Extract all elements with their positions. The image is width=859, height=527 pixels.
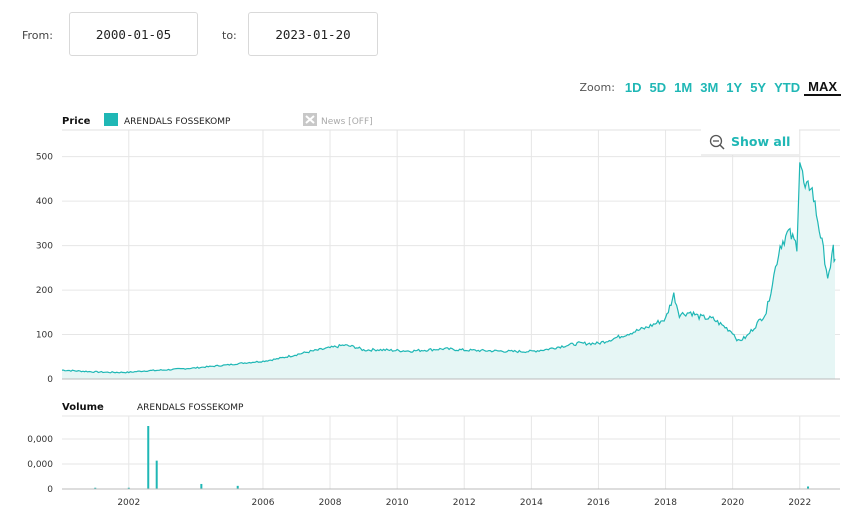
zoom-label: Zoom: xyxy=(579,81,615,94)
from-date-input[interactable]: 2000-01-05 xyxy=(69,12,198,56)
price-grid xyxy=(62,130,840,379)
zoom-5y-button[interactable]: 5Y xyxy=(750,80,767,95)
price-ytick-300: 300 xyxy=(36,242,53,252)
volume-bar-2 xyxy=(147,426,150,489)
from-label: From: xyxy=(22,29,53,42)
price-title: Price xyxy=(62,116,91,127)
xtick-2016: 2016 xyxy=(587,498,610,508)
volume-bar-4 xyxy=(200,483,203,489)
xtick-2010: 2010 xyxy=(386,498,409,508)
volume-ytick-2: 0,000 xyxy=(27,435,53,445)
x-axis: 2002 2006 2008 2010 2012 2014 2016 2018 2020 2022 xyxy=(117,498,811,508)
zoom-1y-button[interactable]: 1Y xyxy=(726,80,743,95)
news-toggle-label: News [OFF] xyxy=(321,117,373,127)
price-area-fill xyxy=(62,162,835,379)
xtick-2008: 2008 xyxy=(319,498,342,508)
volume-bar-3 xyxy=(155,460,158,489)
show-all-bg xyxy=(701,129,799,155)
volume-bar-1 xyxy=(127,487,130,489)
price-ytick-400: 400 xyxy=(36,197,53,207)
price-ytick-100: 100 xyxy=(36,331,53,341)
volume-ytick-1: 0,000 xyxy=(27,460,53,470)
xtick-2012: 2012 xyxy=(453,498,476,508)
zoom-max-button[interactable]: MAX xyxy=(804,79,841,96)
volume-bar-5 xyxy=(236,485,239,489)
volume-bars xyxy=(94,426,810,489)
close-icon xyxy=(305,115,315,124)
volume-bar-6 xyxy=(807,486,810,489)
zoom-bar: Zoom: 1D 5D 1M 3M 1Y 5Y YTD MAX xyxy=(579,79,841,96)
news-toggle[interactable]: News [OFF] xyxy=(303,113,373,127)
volume-y-axis: 0 0,000 0,000 xyxy=(27,435,53,495)
zoom-ytd-button[interactable]: YTD xyxy=(774,80,801,95)
to-label: to: xyxy=(222,29,237,42)
volume-title: Volume xyxy=(62,402,104,413)
volume-grid xyxy=(62,415,840,489)
zoom-out-icon xyxy=(709,134,725,150)
show-all-label: Show all xyxy=(731,134,790,149)
price-ytick-500: 500 xyxy=(36,153,53,163)
price-y-axis: 0 100 200 300 400 500 xyxy=(36,153,53,385)
zoom-3m-button[interactable]: 3M xyxy=(700,80,719,95)
xtick-2002: 2002 xyxy=(117,498,140,508)
xtick-2020: 2020 xyxy=(721,498,744,508)
show-all-button[interactable]: Show all xyxy=(701,129,799,156)
price-ytick-0: 0 xyxy=(47,375,53,385)
volume-bar-0 xyxy=(94,487,97,489)
zoom-1m-button[interactable]: 1M xyxy=(674,80,693,95)
price-legend-swatch xyxy=(104,113,118,126)
xtick-2018: 2018 xyxy=(654,498,677,508)
to-date-input[interactable]: 2023-01-20 xyxy=(248,12,378,56)
price-series-line xyxy=(62,162,836,374)
zoom-1d-button[interactable]: 1D xyxy=(624,80,642,95)
xtick-2022: 2022 xyxy=(788,498,811,508)
zoom-5d-button[interactable]: 5D xyxy=(649,80,667,95)
xtick-2006: 2006 xyxy=(252,498,275,508)
xtick-2014: 2014 xyxy=(520,498,543,508)
volume-ytick-0: 0 xyxy=(47,485,53,495)
price-legend-label[interactable]: ARENDALS FOSSEKOMP xyxy=(124,117,231,127)
volume-legend-label: ARENDALS FOSSEKOMP xyxy=(137,403,244,413)
price-ytick-200: 200 xyxy=(36,286,53,296)
